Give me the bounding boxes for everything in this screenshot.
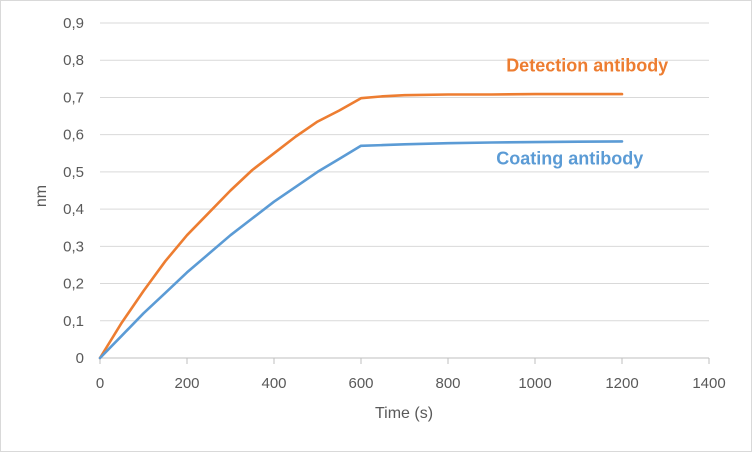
y-tick-label: 0,1 [63, 313, 84, 330]
series-labels: Detection antibody Coating antibody [496, 55, 668, 168]
series-label-1: Coating antibody [496, 148, 643, 168]
x-tick-label: 0 [96, 375, 104, 392]
y-tick-label: 0,9 [63, 15, 84, 32]
x-tick-label: 800 [435, 375, 460, 392]
y-tick-label: 0,7 [63, 89, 84, 106]
x-tick-label: 600 [348, 375, 373, 392]
x-tick-label: 1200 [605, 375, 638, 392]
y-tick-label: 0,8 [63, 52, 84, 69]
y-tick-label: 0,5 [63, 164, 84, 181]
y-tick-label: 0,4 [63, 201, 84, 218]
x-axis-title: Time (s) [375, 405, 433, 422]
x-tick-label: 200 [174, 375, 199, 392]
series-line-1 [98, 140, 624, 360]
series-line-0 [98, 92, 624, 360]
y-tick-label: 0,2 [63, 276, 84, 293]
y-axis-title: nm [33, 185, 50, 207]
x-tick-label: 400 [261, 375, 286, 392]
y-tick-label: 0,6 [63, 127, 84, 144]
x-tick-label: 1000 [518, 375, 551, 392]
x-tick-label: 1400 [692, 375, 725, 392]
y-tick-label: 0,3 [63, 238, 84, 255]
y-tick-label: 0 [76, 350, 84, 367]
data-series [98, 92, 624, 360]
axes: 0 0,1 0,2 0,3 0,4 0,5 0,6 0,7 0,8 0,9 0 200 400 600 80… [63, 15, 726, 392]
series-label-0: Detection antibody [506, 55, 668, 75]
